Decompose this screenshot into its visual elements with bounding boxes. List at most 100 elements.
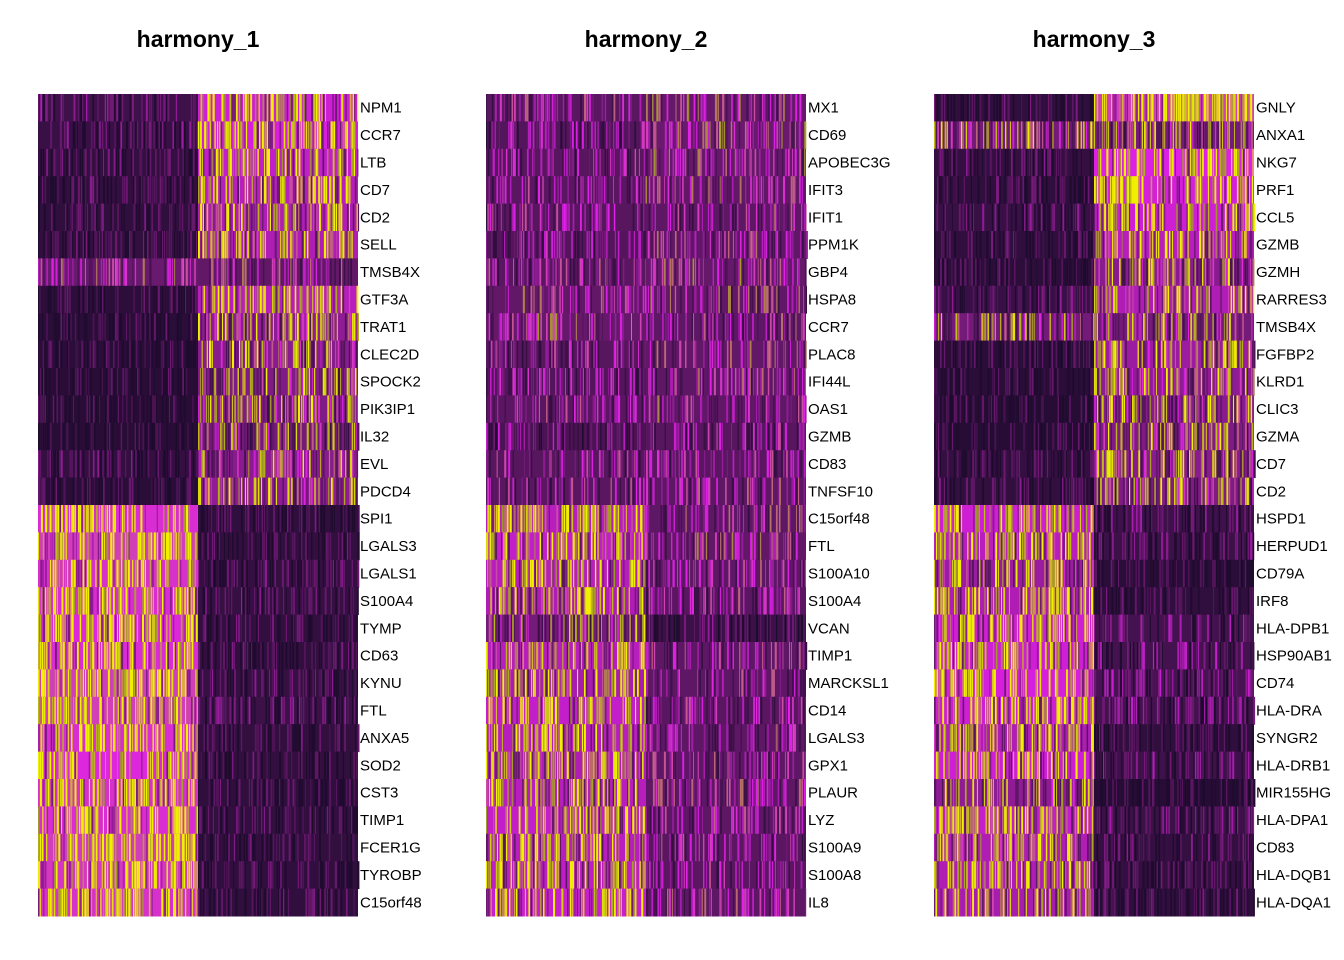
heatmap-cell — [269, 669, 270, 698]
heatmap-cell — [134, 833, 136, 862]
heatmap-cell — [269, 176, 271, 205]
heatmap-cell — [70, 313, 72, 342]
gene-label: SOD2 — [360, 757, 401, 774]
heatmap-cell — [75, 176, 77, 205]
heatmap-cell — [143, 532, 145, 561]
heatmap-cell — [181, 751, 183, 780]
heatmap-cell — [547, 340, 549, 369]
heatmap-cell — [354, 94, 356, 122]
heatmap-cell — [643, 368, 645, 396]
heatmap-cell — [688, 231, 691, 259]
heatmap-cell — [75, 422, 77, 451]
heatmap-cell — [488, 340, 491, 369]
heatmap-cell — [486, 422, 488, 451]
heatmap-cell — [188, 779, 190, 807]
heatmap-cell — [492, 313, 494, 342]
heatmap-cell — [536, 176, 538, 205]
heatmap-cell — [41, 368, 43, 396]
heatmap-cell — [492, 285, 494, 314]
heatmap-cell — [292, 833, 294, 862]
heatmap-cell — [142, 559, 145, 588]
heatmap-cell — [117, 340, 119, 369]
heatmap-cell — [776, 532, 779, 561]
heatmap-cell — [560, 231, 562, 259]
heatmap-cell — [717, 395, 719, 424]
heatmap-cell — [343, 559, 345, 588]
heatmap-cell — [224, 861, 226, 890]
heatmap-cell — [640, 121, 643, 150]
heatmap-cell — [231, 450, 233, 479]
heatmap-cell — [94, 340, 97, 369]
heatmap-cell — [190, 231, 192, 259]
heatmap-cell — [196, 450, 198, 479]
heatmap-cell — [196, 121, 199, 150]
heatmap-cell — [165, 368, 168, 396]
heatmap-cell — [494, 148, 495, 177]
heatmap-cell — [597, 121, 599, 150]
heatmap-cell — [282, 94, 285, 122]
heatmap-cell — [648, 121, 650, 150]
heatmap-cell — [701, 532, 704, 561]
heatmap-cell — [247, 532, 249, 561]
heatmap-row-cd63 — [38, 642, 358, 670]
heatmap-cell — [577, 505, 579, 533]
heatmap-cell — [90, 395, 93, 424]
heatmap-cell — [131, 861, 134, 890]
heatmap-cell — [177, 833, 180, 862]
heatmap-cell — [161, 696, 163, 725]
heatmap-cell — [567, 176, 569, 205]
heatmap-cell — [635, 505, 638, 533]
heatmap-cell — [730, 313, 732, 342]
heatmap-cell — [320, 861, 322, 890]
heatmap-cell — [146, 203, 149, 232]
heatmap-panel-2: harmony_2 MX1CD69APOBEC3GIFIT3IFIT1PPM1K… — [486, 26, 891, 917]
heatmap-cell — [224, 450, 226, 479]
heatmap-cell — [85, 422, 88, 451]
heatmap-cell — [121, 258, 123, 287]
heatmap-row-tymp — [38, 614, 358, 643]
heatmap-cell — [557, 313, 559, 342]
heatmap-cell — [47, 669, 50, 698]
heatmap-cell — [120, 532, 123, 561]
heatmap-cell — [262, 231, 264, 259]
heatmap-cell — [609, 505, 612, 533]
heatmap-cell — [610, 285, 613, 314]
heatmap-cell — [192, 559, 194, 588]
heatmap-cell — [582, 313, 584, 342]
heatmap-cell — [662, 395, 664, 424]
gene-label: PDCD4 — [360, 483, 411, 500]
heatmap-cell — [749, 94, 751, 122]
heatmap-cell — [690, 505, 694, 533]
heatmap-cell — [347, 532, 349, 561]
heatmap-cell — [345, 450, 347, 479]
heatmap-cell — [533, 148, 536, 177]
heatmap-cell — [48, 888, 49, 917]
heatmap-cell — [324, 888, 326, 917]
heatmap-cell — [796, 505, 797, 533]
heatmap-cell — [288, 285, 291, 314]
heatmap-cell — [59, 121, 62, 150]
heatmap-cell — [102, 258, 105, 287]
heatmap-cell — [257, 203, 260, 232]
heatmap-cell — [195, 888, 197, 917]
heatmap-cell — [92, 861, 95, 890]
heatmap-cell — [123, 176, 125, 205]
heatmap-cell — [46, 532, 48, 561]
heatmap-cell — [38, 395, 40, 424]
heatmap-row-clec2d — [38, 340, 358, 369]
heatmap-cell — [285, 806, 287, 835]
heatmap-cell — [204, 121, 207, 150]
heatmap-cell — [537, 258, 539, 287]
heatmap-cell — [351, 148, 354, 177]
heatmap-cell — [254, 148, 256, 177]
heatmap-cell — [280, 861, 282, 890]
heatmap-cell — [602, 368, 604, 396]
heatmap-cell — [652, 176, 655, 205]
heatmap-cell — [152, 587, 154, 616]
heatmap-cell — [38, 614, 40, 643]
heatmap-cell — [731, 422, 732, 451]
heatmap-cell — [164, 477, 166, 506]
heatmap-cell — [59, 450, 62, 479]
heatmap-cell — [620, 121, 622, 150]
heatmap-cell — [204, 833, 207, 862]
